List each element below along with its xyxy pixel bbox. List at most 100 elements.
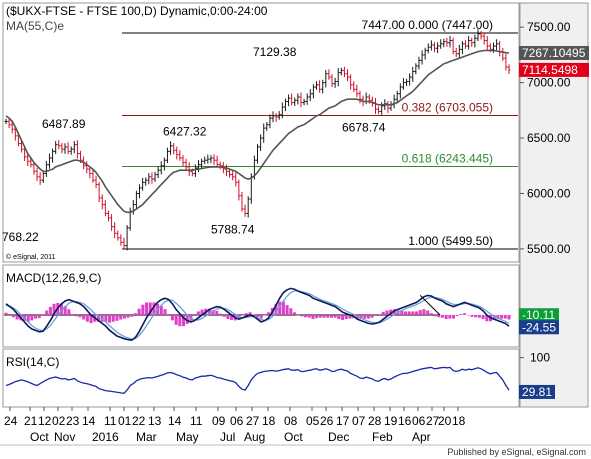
- macd-hist-bar: [259, 315, 263, 319]
- x-month-label: 2016: [92, 430, 119, 444]
- macd-hist-bar: [381, 311, 385, 315]
- x-day-label: 06: [230, 414, 244, 428]
- macd-hist-bar: [4, 312, 8, 315]
- macd-hist-bar: [426, 310, 430, 315]
- macd-hist-bar: [315, 315, 319, 319]
- rsi-title: RSI(14,C): [6, 355, 59, 369]
- macd-line: [5, 287, 510, 342]
- macd-hist-bar: [344, 315, 348, 320]
- x-day-label: 28: [368, 414, 382, 428]
- macd-hist-bar: [256, 315, 259, 318]
- macd-hist-bar: [170, 315, 174, 321]
- x-day-label: 24: [4, 414, 18, 428]
- macd-hist-bar: [407, 311, 411, 315]
- x-day-label: 14: [168, 414, 182, 428]
- macd-hist-bar: [466, 315, 470, 316]
- fib-label-0.618: 0.618 (6243.445): [402, 151, 493, 165]
- macd-hist-bar: [196, 311, 200, 315]
- macd-hist-bar: [285, 305, 289, 315]
- macd-hist-bar: [152, 302, 156, 315]
- x-day-label: 11: [190, 414, 203, 428]
- x-day-label: 12: [38, 414, 52, 428]
- macd-hist-bar: [385, 310, 389, 315]
- x-day-label: 21: [24, 414, 38, 428]
- macd-hist-bar: [389, 309, 393, 315]
- rsi-tick-label: 100: [530, 351, 550, 365]
- x-day-label: 06: [412, 414, 426, 428]
- macd-hist-bar: [15, 315, 19, 320]
- macd-hist-bar: [163, 309, 167, 315]
- ma-line: [5, 49, 510, 214]
- macd-hist-bar: [278, 301, 282, 315]
- macd-hist-bar: [11, 315, 15, 318]
- macd-hist-bar: [96, 315, 100, 322]
- macd-hist-bar: [52, 303, 56, 315]
- macd-hist-bar: [463, 313, 467, 315]
- macd-hist-bar: [322, 315, 326, 318]
- macd-hist-bar: [130, 315, 134, 317]
- x-day-label: 27: [246, 414, 260, 428]
- macd-hist-bar: [63, 306, 67, 315]
- macd-hist-bar: [289, 308, 293, 315]
- macd-hist-bar: [422, 309, 426, 315]
- macd-hist-bar: [185, 315, 189, 324]
- macd-hist-bar: [492, 315, 496, 320]
- macd-hist-bar: [329, 315, 333, 318]
- macd-hist-bar: [67, 309, 71, 315]
- macd-hist-bar: [122, 315, 126, 319]
- macd-hist-bar: [500, 315, 504, 319]
- macd-hist-bar: [474, 315, 478, 318]
- price-last-value-tag: [519, 45, 589, 60]
- macd-hist-bar: [45, 310, 49, 315]
- macd-hist-bar: [30, 315, 34, 321]
- x-month-label: Oct: [30, 430, 49, 444]
- macd-hist-bar: [311, 315, 315, 320]
- fib-label-1.000: 1.000 (5499.50): [408, 234, 493, 248]
- macd-hist-bar: [34, 315, 38, 319]
- x-day-label: 01: [118, 414, 132, 428]
- macd-hist-bar: [89, 315, 93, 324]
- macd-last-value: -24.55: [522, 320, 556, 334]
- macd-hist-bar: [167, 314, 171, 315]
- macd-hist-bar: [300, 315, 304, 317]
- macd-hist-bar: [193, 315, 197, 316]
- macd-hist-bar: [470, 315, 474, 317]
- ma-legend: MA(55,C)e: [6, 19, 64, 33]
- macd-hist-bar: [403, 311, 407, 315]
- macd-hist-bar: [304, 315, 308, 318]
- macd-hist-bar: [370, 315, 374, 318]
- macd-hist-bar: [485, 315, 489, 322]
- macd-hist-bar: [200, 309, 204, 315]
- x-day-label: 26: [320, 414, 334, 428]
- footer-credit: Published by eSignal, eSignal.com: [447, 447, 586, 457]
- macd-hist-bar: [348, 315, 352, 319]
- x-day-label: 13: [148, 414, 162, 428]
- macd-hist-bar: [477, 315, 481, 318]
- macd-trendline: [419, 295, 441, 316]
- price-annotation: 6678.74: [342, 120, 386, 134]
- x-day-label: 09: [212, 414, 226, 428]
- x-day-label: 14: [82, 414, 96, 428]
- macd-hist-bar: [82, 315, 86, 320]
- macd-hist-bar: [48, 306, 52, 315]
- macd-hist-bar: [307, 315, 311, 318]
- macd-hist-bar: [355, 315, 359, 320]
- macd-hist-bar: [274, 303, 278, 315]
- macd-hist-bar: [174, 315, 178, 325]
- macd-panel-frame: [2, 264, 520, 348]
- macd-hist-bar: [133, 313, 137, 315]
- x-day-label: 27: [426, 414, 440, 428]
- macd-last-value-tag: [519, 320, 559, 335]
- x-day-label: 07: [352, 414, 366, 428]
- macd-hist-bar: [503, 315, 507, 319]
- macd-hist-bar: [318, 315, 322, 318]
- macd-last-value: -10.11: [522, 308, 555, 322]
- x-day-label: 18: [262, 414, 276, 428]
- x-day-label: 17: [336, 414, 350, 428]
- price-annotation: 6487.89: [42, 117, 86, 131]
- macd-hist-bar: [366, 315, 370, 319]
- price-annotation: 6427.32: [163, 124, 207, 138]
- x-day-label: 16: [398, 414, 412, 428]
